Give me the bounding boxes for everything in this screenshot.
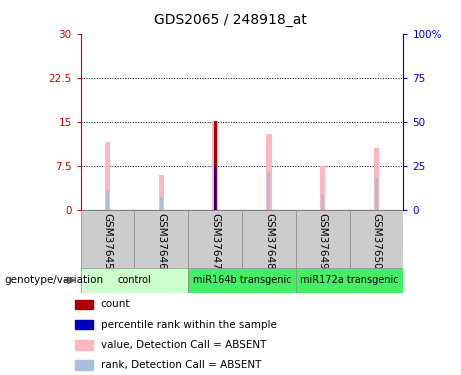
Bar <box>160 197 163 210</box>
Text: GDS2065 / 248918_at: GDS2065 / 248918_at <box>154 13 307 27</box>
Bar <box>296 210 349 268</box>
Bar <box>81 268 188 292</box>
Text: GSM37648: GSM37648 <box>264 213 274 270</box>
Bar <box>321 194 324 210</box>
Text: GSM37647: GSM37647 <box>210 213 220 270</box>
Bar <box>242 210 296 268</box>
Bar <box>213 121 217 210</box>
Bar <box>188 210 242 268</box>
Bar <box>188 268 296 292</box>
Bar <box>375 178 378 210</box>
Bar <box>267 172 271 210</box>
Text: count: count <box>101 300 130 309</box>
Bar <box>213 121 218 210</box>
Bar <box>75 320 93 330</box>
Bar <box>320 166 325 210</box>
Bar <box>105 142 110 210</box>
Bar <box>106 191 109 210</box>
Bar <box>75 340 93 350</box>
Bar <box>159 175 164 210</box>
Bar <box>296 268 403 292</box>
Bar <box>81 210 135 268</box>
Text: rank, Detection Call = ABSENT: rank, Detection Call = ABSENT <box>101 360 261 370</box>
Text: miR172a transgenic: miR172a transgenic <box>300 275 399 285</box>
Bar <box>374 148 379 210</box>
Text: GSM37646: GSM37646 <box>156 213 166 270</box>
Text: GSM37650: GSM37650 <box>372 213 382 270</box>
Bar <box>349 210 403 268</box>
Bar <box>135 210 188 268</box>
Text: GSM37649: GSM37649 <box>318 213 328 270</box>
Bar <box>75 300 93 309</box>
Bar <box>214 166 217 210</box>
Text: percentile rank within the sample: percentile rank within the sample <box>101 320 277 330</box>
Bar <box>75 360 93 370</box>
Bar <box>266 134 272 210</box>
Text: genotype/variation: genotype/variation <box>5 275 104 285</box>
Text: miR164b transgenic: miR164b transgenic <box>193 275 291 285</box>
Bar <box>213 166 217 210</box>
Text: GSM37645: GSM37645 <box>102 213 112 270</box>
Text: control: control <box>118 275 151 285</box>
Text: value, Detection Call = ABSENT: value, Detection Call = ABSENT <box>101 340 266 350</box>
